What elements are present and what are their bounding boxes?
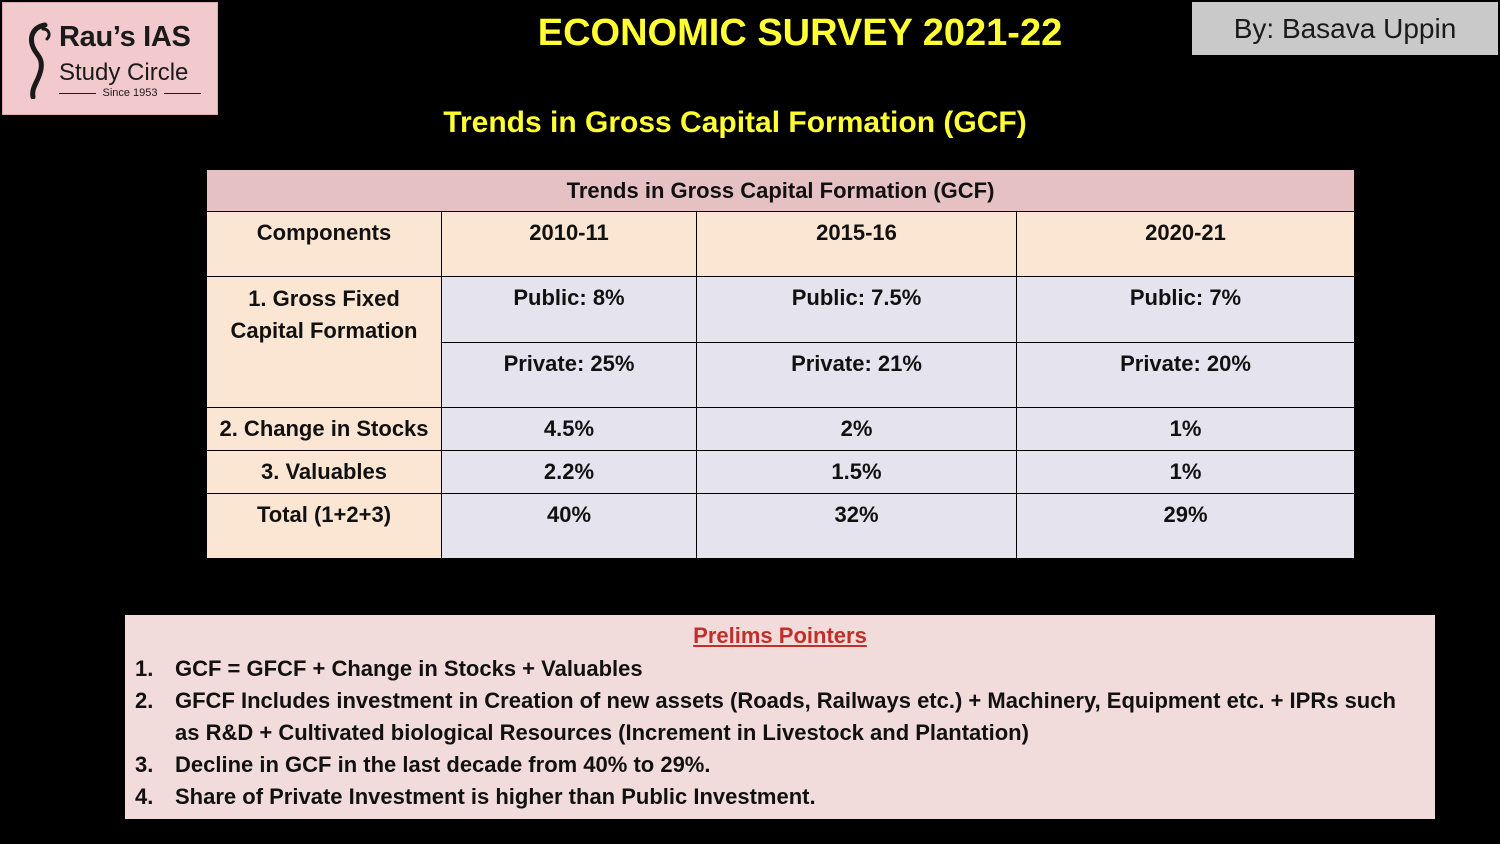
logo-name: Rau’s IAS xyxy=(59,21,191,53)
table-row: 1. Gross Fixed Capital Formation Public:… xyxy=(206,276,1356,408)
table-cell: Public: 8% xyxy=(441,276,697,343)
list-item-text: GCF = GFCF + Change in Stocks + Valuable… xyxy=(175,656,643,681)
gfcf-label-line1: 1. Gross Fixed xyxy=(248,286,400,311)
list-item: 2. GFCF Includes investment in Creation … xyxy=(135,685,1425,749)
header-2015-16: 2015-16 xyxy=(696,211,1017,277)
pointers-title: Prelims Pointers xyxy=(693,623,867,648)
gfcf-label-line2: Capital Formation xyxy=(230,318,418,343)
table-cell: 2.2% xyxy=(441,450,697,494)
pointers-list: 1. GCF = GFCF + Change in Stocks + Valua… xyxy=(135,653,1425,813)
table-caption: Trends in Gross Capital Formation (GCF) xyxy=(205,169,1356,212)
list-item-number: 1. xyxy=(135,656,154,681)
row-label: Total (1+2+3) xyxy=(206,493,442,559)
list-item-text: GFCF Includes investment in Creation of … xyxy=(175,688,1396,745)
gcf-table: Trends in Gross Capital Formation (GCF) … xyxy=(205,169,1356,559)
list-item-number: 3. xyxy=(135,752,154,777)
table-row: Private: 25% Private: 21% Private: 20% xyxy=(207,342,1356,408)
list-item: 4. Share of Private Investment is higher… xyxy=(135,781,1425,813)
table-cell: Public: 7.5% xyxy=(696,276,1017,343)
table-cell: 1% xyxy=(1015,450,1356,494)
table-row: 3. Valuables 2.2% 1.5% 1% xyxy=(206,450,1356,494)
header-components: Components xyxy=(206,211,442,277)
list-item-number: 2. xyxy=(135,688,154,713)
page-title: ECONOMIC SURVEY 2021-22 xyxy=(537,12,1063,54)
table-row: 2. Change in Stocks 4.5% 2% 1% xyxy=(206,407,1356,451)
table-cell: Private: 20% xyxy=(1015,342,1356,408)
logo-since: Since 1953 xyxy=(59,87,202,99)
gfcf-label: 1. Gross Fixed Capital Formation xyxy=(206,276,442,408)
list-item: 3. Decline in GCF in the last decade fro… xyxy=(135,749,1425,781)
logo-since-text: Since 1953 xyxy=(102,87,158,99)
table-cell: 40% xyxy=(441,493,697,559)
prelims-pointers-box: Prelims Pointers 1. GCF = GFCF + Change … xyxy=(125,615,1435,819)
table-cell: 4.5% xyxy=(441,407,697,451)
list-item-text: Decline in GCF in the last decade from 4… xyxy=(175,752,711,777)
header-2020-21: 2020-21 xyxy=(1015,211,1356,277)
table-cell: 29% xyxy=(1015,493,1356,559)
slide-subtitle: Trends in Gross Capital Formation (GCF) xyxy=(443,106,1027,139)
row-label: 3. Valuables xyxy=(206,450,442,494)
logo: Rau’s IAS Study Circle Since 1953 xyxy=(2,2,218,115)
table-row: Total (1+2+3) 40% 32% 29% xyxy=(206,493,1356,559)
table-cell: 2% xyxy=(696,407,1017,451)
row-label: 2. Change in Stocks xyxy=(206,407,442,451)
logo-subtitle: Study Circle xyxy=(59,59,189,86)
rau-logo-icon xyxy=(29,22,51,99)
list-item-number: 4. xyxy=(135,784,154,809)
table-cell: Private: 21% xyxy=(696,342,1017,408)
table-cell: 1% xyxy=(1015,407,1356,451)
table-cell: Private: 25% xyxy=(441,342,697,408)
header-2010-11: 2010-11 xyxy=(441,211,697,277)
list-item: 1. GCF = GFCF + Change in Stocks + Valua… xyxy=(135,653,1425,685)
list-item-text: Share of Private Investment is higher th… xyxy=(175,784,816,809)
table-header-row: Components 2010-11 2015-16 2020-21 xyxy=(206,211,1356,277)
author-badge: By: Basava Uppin xyxy=(1192,2,1498,55)
table-cell: 1.5% xyxy=(696,450,1017,494)
table-cell: 32% xyxy=(696,493,1017,559)
table-cell: Public: 7% xyxy=(1015,276,1356,343)
